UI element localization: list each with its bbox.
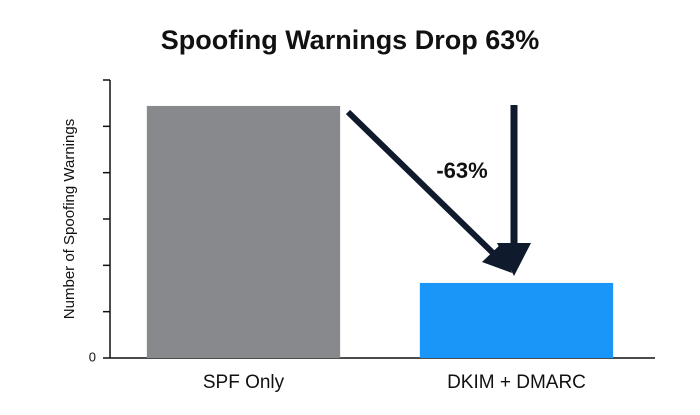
x-tick-label: SPF Only [203, 372, 285, 393]
diagonal-arrow [345, 109, 497, 257]
vertical-arrowhead [497, 243, 531, 276]
plot-area: 0 SPF Only DKIM + DMARC [89, 79, 614, 393]
annotation: -63% [436, 158, 487, 183]
drop-arrows [345, 105, 531, 276]
x-tick-label: DKIM + DMARC [447, 372, 586, 393]
chart-title: Spoofing Warnings Drop 63% [161, 25, 540, 55]
bar [146, 105, 341, 359]
y-tick-label: 0 [89, 349, 96, 364]
bar [419, 282, 614, 358]
y-axis-label: Number of Spoofing Warnings [61, 119, 78, 319]
